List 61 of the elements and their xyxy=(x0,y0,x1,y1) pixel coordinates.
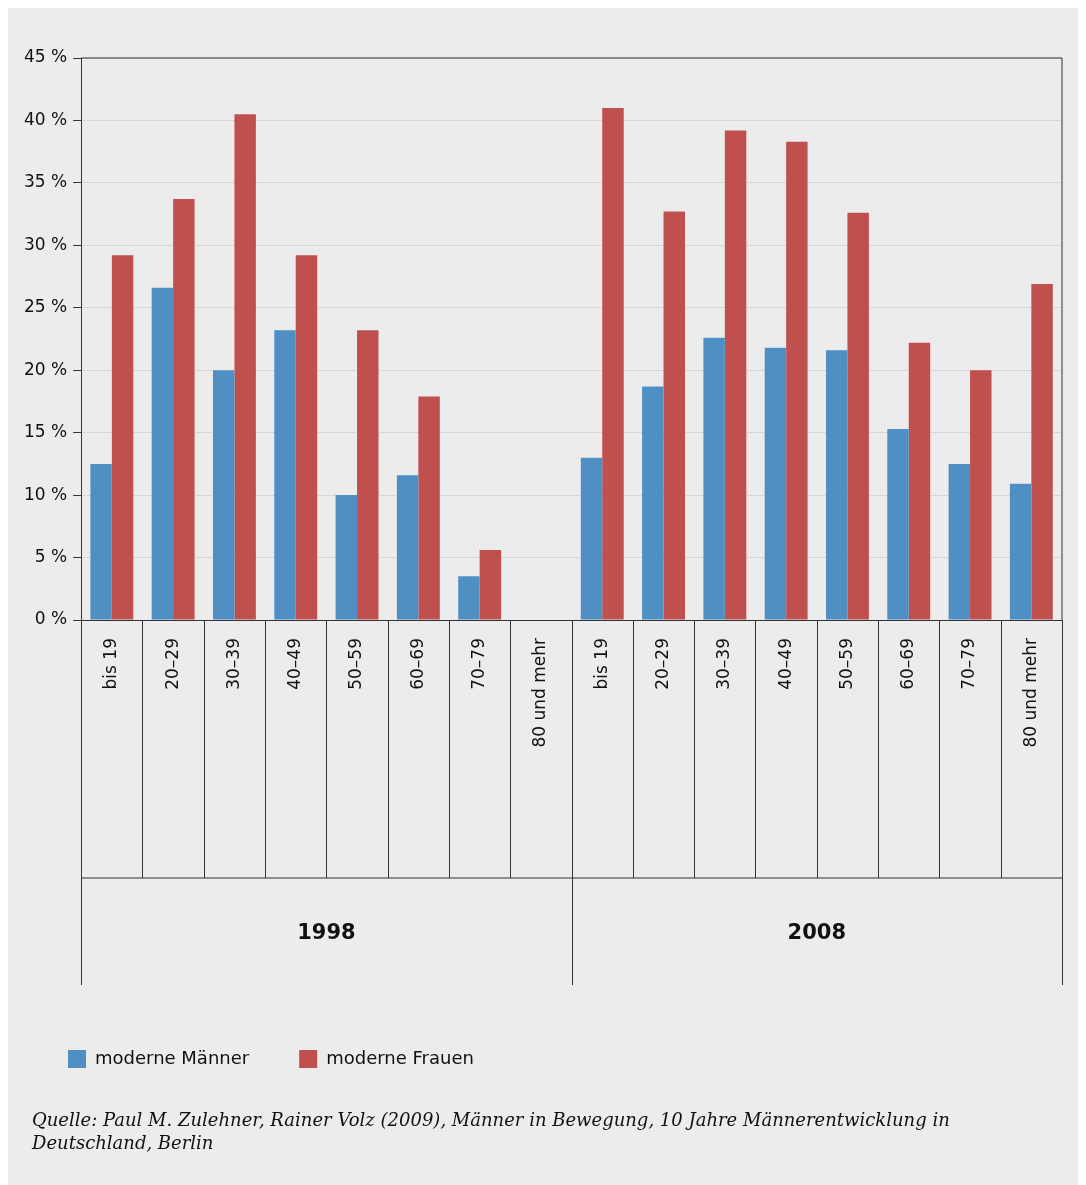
bar xyxy=(970,370,992,620)
bar xyxy=(847,212,869,620)
bar xyxy=(418,396,440,620)
x-tick-label: bis 19 xyxy=(100,638,121,690)
y-tick-label: 20 % xyxy=(23,358,68,379)
y-tick-label: 0 % xyxy=(34,608,68,629)
bar xyxy=(234,114,256,620)
y-tick-label: 10 % xyxy=(23,483,68,504)
bar xyxy=(396,475,419,620)
bar xyxy=(887,428,909,620)
bar xyxy=(1009,483,1032,620)
bar xyxy=(764,347,787,620)
x-tick-label: 60–69 xyxy=(406,638,427,690)
bar xyxy=(1031,284,1053,620)
bar xyxy=(111,255,134,620)
bar xyxy=(151,287,174,620)
source-note: Quelle: Paul M. Zulehner, Rainer Volz (2009), Männer in Bewegung, 10 Jahre Männerentwicklung in Deutschland, Berlin xyxy=(30,1108,951,1155)
bar xyxy=(825,350,848,620)
bar xyxy=(908,342,931,620)
bar xyxy=(602,107,624,620)
x-tick-label: 20–29 xyxy=(161,638,182,690)
bar xyxy=(786,141,808,620)
bar xyxy=(295,255,318,620)
y-tick-label: 40 % xyxy=(23,108,68,129)
y-tick-label: 5 % xyxy=(34,545,68,566)
x-tick-label: 70–79 xyxy=(958,638,979,690)
bar xyxy=(212,370,235,620)
bar xyxy=(580,457,603,620)
bar xyxy=(274,330,296,620)
bar xyxy=(724,130,747,620)
bar xyxy=(663,211,685,620)
bar xyxy=(703,337,725,620)
x-tick-label: 80 und mehr xyxy=(1019,637,1040,748)
y-tick-label: 15 % xyxy=(23,421,68,442)
x-tick-label: bis 19 xyxy=(590,638,611,690)
x-tick-label: 40–49 xyxy=(284,638,305,690)
x-tick-label: 40–49 xyxy=(774,638,795,690)
x-tick-label: 70–79 xyxy=(468,638,489,690)
legend-label: moderne Männer xyxy=(95,1046,250,1068)
x-tick-label: 30–39 xyxy=(222,638,243,690)
y-tick-label: 35 % xyxy=(23,171,68,192)
bar xyxy=(90,463,112,620)
x-tick-label: 50–59 xyxy=(835,638,856,690)
x-tick-label: 60–69 xyxy=(897,638,918,690)
bar xyxy=(335,495,358,620)
y-tick-label: 25 % xyxy=(23,296,68,317)
x-tick-label: 30–39 xyxy=(713,638,734,690)
x-tick-label: 80 und mehr xyxy=(529,637,550,748)
x-tick-label: 20–29 xyxy=(651,638,672,690)
text: 2008 xyxy=(787,920,847,945)
legend-label: moderne Frauen xyxy=(326,1046,474,1068)
text: 1998 xyxy=(297,920,356,945)
bar xyxy=(357,330,379,620)
bar xyxy=(173,199,195,620)
bar xyxy=(642,386,664,620)
y-tick-label: 30 % xyxy=(23,233,68,254)
y-tick-label: 45 % xyxy=(23,46,68,67)
bar xyxy=(458,576,480,620)
bar xyxy=(948,463,971,620)
bar xyxy=(479,550,502,620)
x-tick-label: 50–59 xyxy=(345,638,366,690)
